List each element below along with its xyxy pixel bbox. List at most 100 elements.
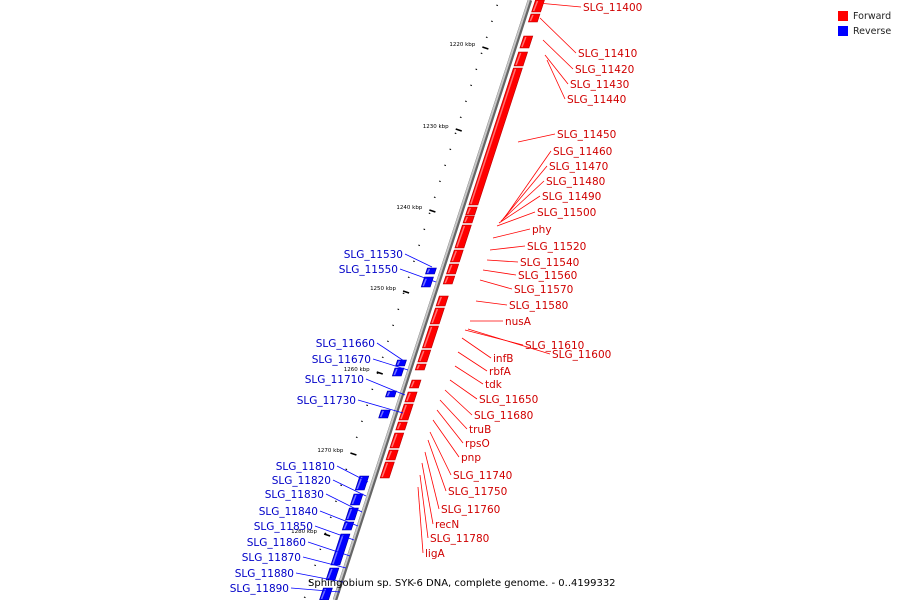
reverse-swatch	[838, 26, 848, 36]
forward-gene-2[interactable]	[519, 35, 534, 49]
forward-gene-13[interactable]	[421, 325, 439, 349]
gene-label-SLG_11410[interactable]: SLG_11410	[578, 48, 637, 60]
minor-tick	[366, 404, 369, 407]
reverse-gene-10[interactable]	[330, 533, 351, 566]
gene-highlight	[396, 360, 401, 366]
gene-label-SLG_11880[interactable]: SLG_11880	[235, 568, 294, 580]
gene-label-rpsO[interactable]: rpsO	[465, 438, 490, 450]
minor-tick	[412, 260, 415, 263]
gene-highlight	[406, 392, 411, 402]
gene-label-SLG_11680[interactable]: SLG_11680	[474, 410, 533, 422]
forward-gene-21[interactable]	[385, 449, 399, 461]
gene-label-SLG_11760[interactable]: SLG_11760	[441, 504, 500, 516]
gene-label-SLG_11560[interactable]: SLG_11560	[518, 270, 577, 282]
gene-label-SLG_11400[interactable]: SLG_11400	[583, 2, 642, 14]
forward-gene-9[interactable]	[446, 263, 460, 275]
gene-label-SLG_11580[interactable]: SLG_11580	[509, 300, 568, 312]
legend-label-reverse: Reverse	[853, 25, 892, 37]
gene-label-SLG_11820[interactable]: SLG_11820	[272, 475, 331, 487]
forward-gene-8[interactable]	[449, 249, 464, 263]
minor-tick	[345, 468, 348, 471]
gene-label-SLG_11660[interactable]: SLG_11660	[316, 338, 375, 350]
forward-gene-5[interactable]	[465, 206, 478, 216]
gene-label-SLG_11460[interactable]: SLG_11460	[553, 146, 612, 158]
reverse-gene-9[interactable]	[341, 521, 355, 531]
gene-label-SLG_11490[interactable]: SLG_11490	[542, 191, 601, 203]
gene-highlight	[464, 216, 468, 223]
forward-gene-16[interactable]	[408, 379, 422, 389]
gene-label-SLG_11650[interactable]: SLG_11650	[479, 394, 538, 406]
gene-label-SLG_11610[interactable]: SLG_11610	[525, 340, 584, 352]
gene-label-SLG_11710[interactable]: SLG_11710	[305, 374, 364, 386]
gene-label-recN[interactable]: recN	[435, 519, 459, 531]
reverse-gene-7[interactable]	[349, 493, 364, 506]
gene-label-ligA[interactable]: ligA	[425, 548, 445, 560]
gene-label-nusA[interactable]: nusA	[505, 316, 532, 328]
gene-label-SLG_11480[interactable]: SLG_11480	[546, 176, 605, 188]
forward-gene-17[interactable]	[404, 391, 418, 403]
gene-label-SLG_11530[interactable]: SLG_11530	[344, 249, 403, 261]
gene-label-SLG_11840[interactable]: SLG_11840	[259, 506, 318, 518]
gene-label-SLG_11830[interactable]: SLG_11830	[265, 489, 324, 501]
gene-label-SLG_11750[interactable]: SLG_11750	[448, 486, 507, 498]
gene-label-SLG_11730[interactable]: SLG_11730	[297, 395, 356, 407]
gene-label-SLG_11600[interactable]: SLG_11600	[552, 349, 611, 361]
gene-label-SLG_11850[interactable]: SLG_11850	[254, 521, 313, 533]
gene-label-SLG_11870[interactable]: SLG_11870	[242, 552, 301, 564]
reverse-gene-0[interactable]	[425, 267, 437, 275]
reverse-gene-5[interactable]	[378, 409, 391, 419]
forward-gene-6[interactable]	[462, 215, 475, 224]
gene-label-rbfA[interactable]: rbfA	[489, 366, 512, 378]
gene-label-SLG_11570[interactable]: SLG_11570	[514, 284, 573, 296]
gene-label-SLG_11500[interactable]: SLG_11500	[537, 207, 596, 219]
forward-gene-20[interactable]	[389, 432, 405, 449]
reverse-gene-8[interactable]	[345, 507, 359, 521]
gene-label-SLG_11520[interactable]: SLG_11520	[527, 241, 586, 253]
legend-item-reverse[interactable]: Reverse	[838, 24, 891, 38]
gene-label-SLG_11420[interactable]: SLG_11420	[575, 64, 634, 76]
forward-gene-7[interactable]	[454, 224, 472, 249]
reverse-gene-11[interactable]	[325, 567, 340, 581]
gene-label-infB[interactable]: infB	[493, 353, 513, 365]
gene-label-SLG_11540[interactable]: SLG_11540	[520, 257, 579, 269]
forward-gene-12[interactable]	[429, 307, 445, 325]
forward-gene-22[interactable]	[379, 461, 395, 479]
gene-label-SLG_11470[interactable]: SLG_11470	[549, 161, 608, 173]
forward-gene-18[interactable]	[398, 403, 414, 421]
reverse-gene-1[interactable]	[420, 276, 434, 288]
gene-label-phy[interactable]: phy	[532, 224, 552, 236]
gene-label-truB[interactable]: truB	[469, 424, 491, 436]
gene-highlight	[346, 508, 353, 520]
leader-line	[500, 180, 545, 222]
reverse-gene-4[interactable]	[385, 390, 397, 398]
leader-line	[498, 195, 541, 224]
gene-label-SLG_11440[interactable]: SLG_11440	[567, 94, 626, 106]
gene-highlight	[327, 568, 333, 580]
forward-gene-11[interactable]	[435, 295, 449, 307]
gene-label-SLG_11890[interactable]: SLG_11890	[230, 583, 289, 595]
forward-gene-10[interactable]	[442, 275, 456, 285]
gene-label-SLG_11550[interactable]: SLG_11550	[339, 264, 398, 276]
forward-gene-4[interactable]	[468, 67, 523, 206]
gene-label-SLG_11780[interactable]: SLG_11780	[430, 533, 489, 545]
gene-label-pnp[interactable]: pnp	[461, 452, 481, 464]
forward-gene-19[interactable]	[395, 421, 408, 431]
reverse-gene-6[interactable]	[354, 475, 370, 491]
gene-label-SLG_11810[interactable]: SLG_11810	[276, 461, 335, 473]
gene-highlight	[379, 410, 384, 418]
forward-gene-15[interactable]	[414, 363, 427, 371]
gene-highlight	[381, 462, 389, 478]
gene-highlight	[437, 296, 442, 306]
legend-item-forward[interactable]: Forward	[838, 9, 891, 23]
gene-highlight	[393, 368, 398, 376]
forward-gene-1[interactable]	[527, 13, 541, 23]
gene-label-SLG_11860[interactable]: SLG_11860	[247, 537, 306, 549]
gene-label-SLG_11670[interactable]: SLG_11670	[312, 354, 371, 366]
gene-label-SLG_11450[interactable]: SLG_11450	[557, 129, 616, 141]
reverse-gene-2[interactable]	[395, 359, 407, 367]
gene-label-tdk[interactable]: tdk	[485, 379, 503, 391]
gene-label-SLG_11430[interactable]: SLG_11430	[570, 79, 629, 91]
gene-label-SLG_11740[interactable]: SLG_11740	[453, 470, 512, 482]
forward-gene-14[interactable]	[417, 349, 432, 363]
forward-gene-3[interactable]	[513, 51, 529, 67]
